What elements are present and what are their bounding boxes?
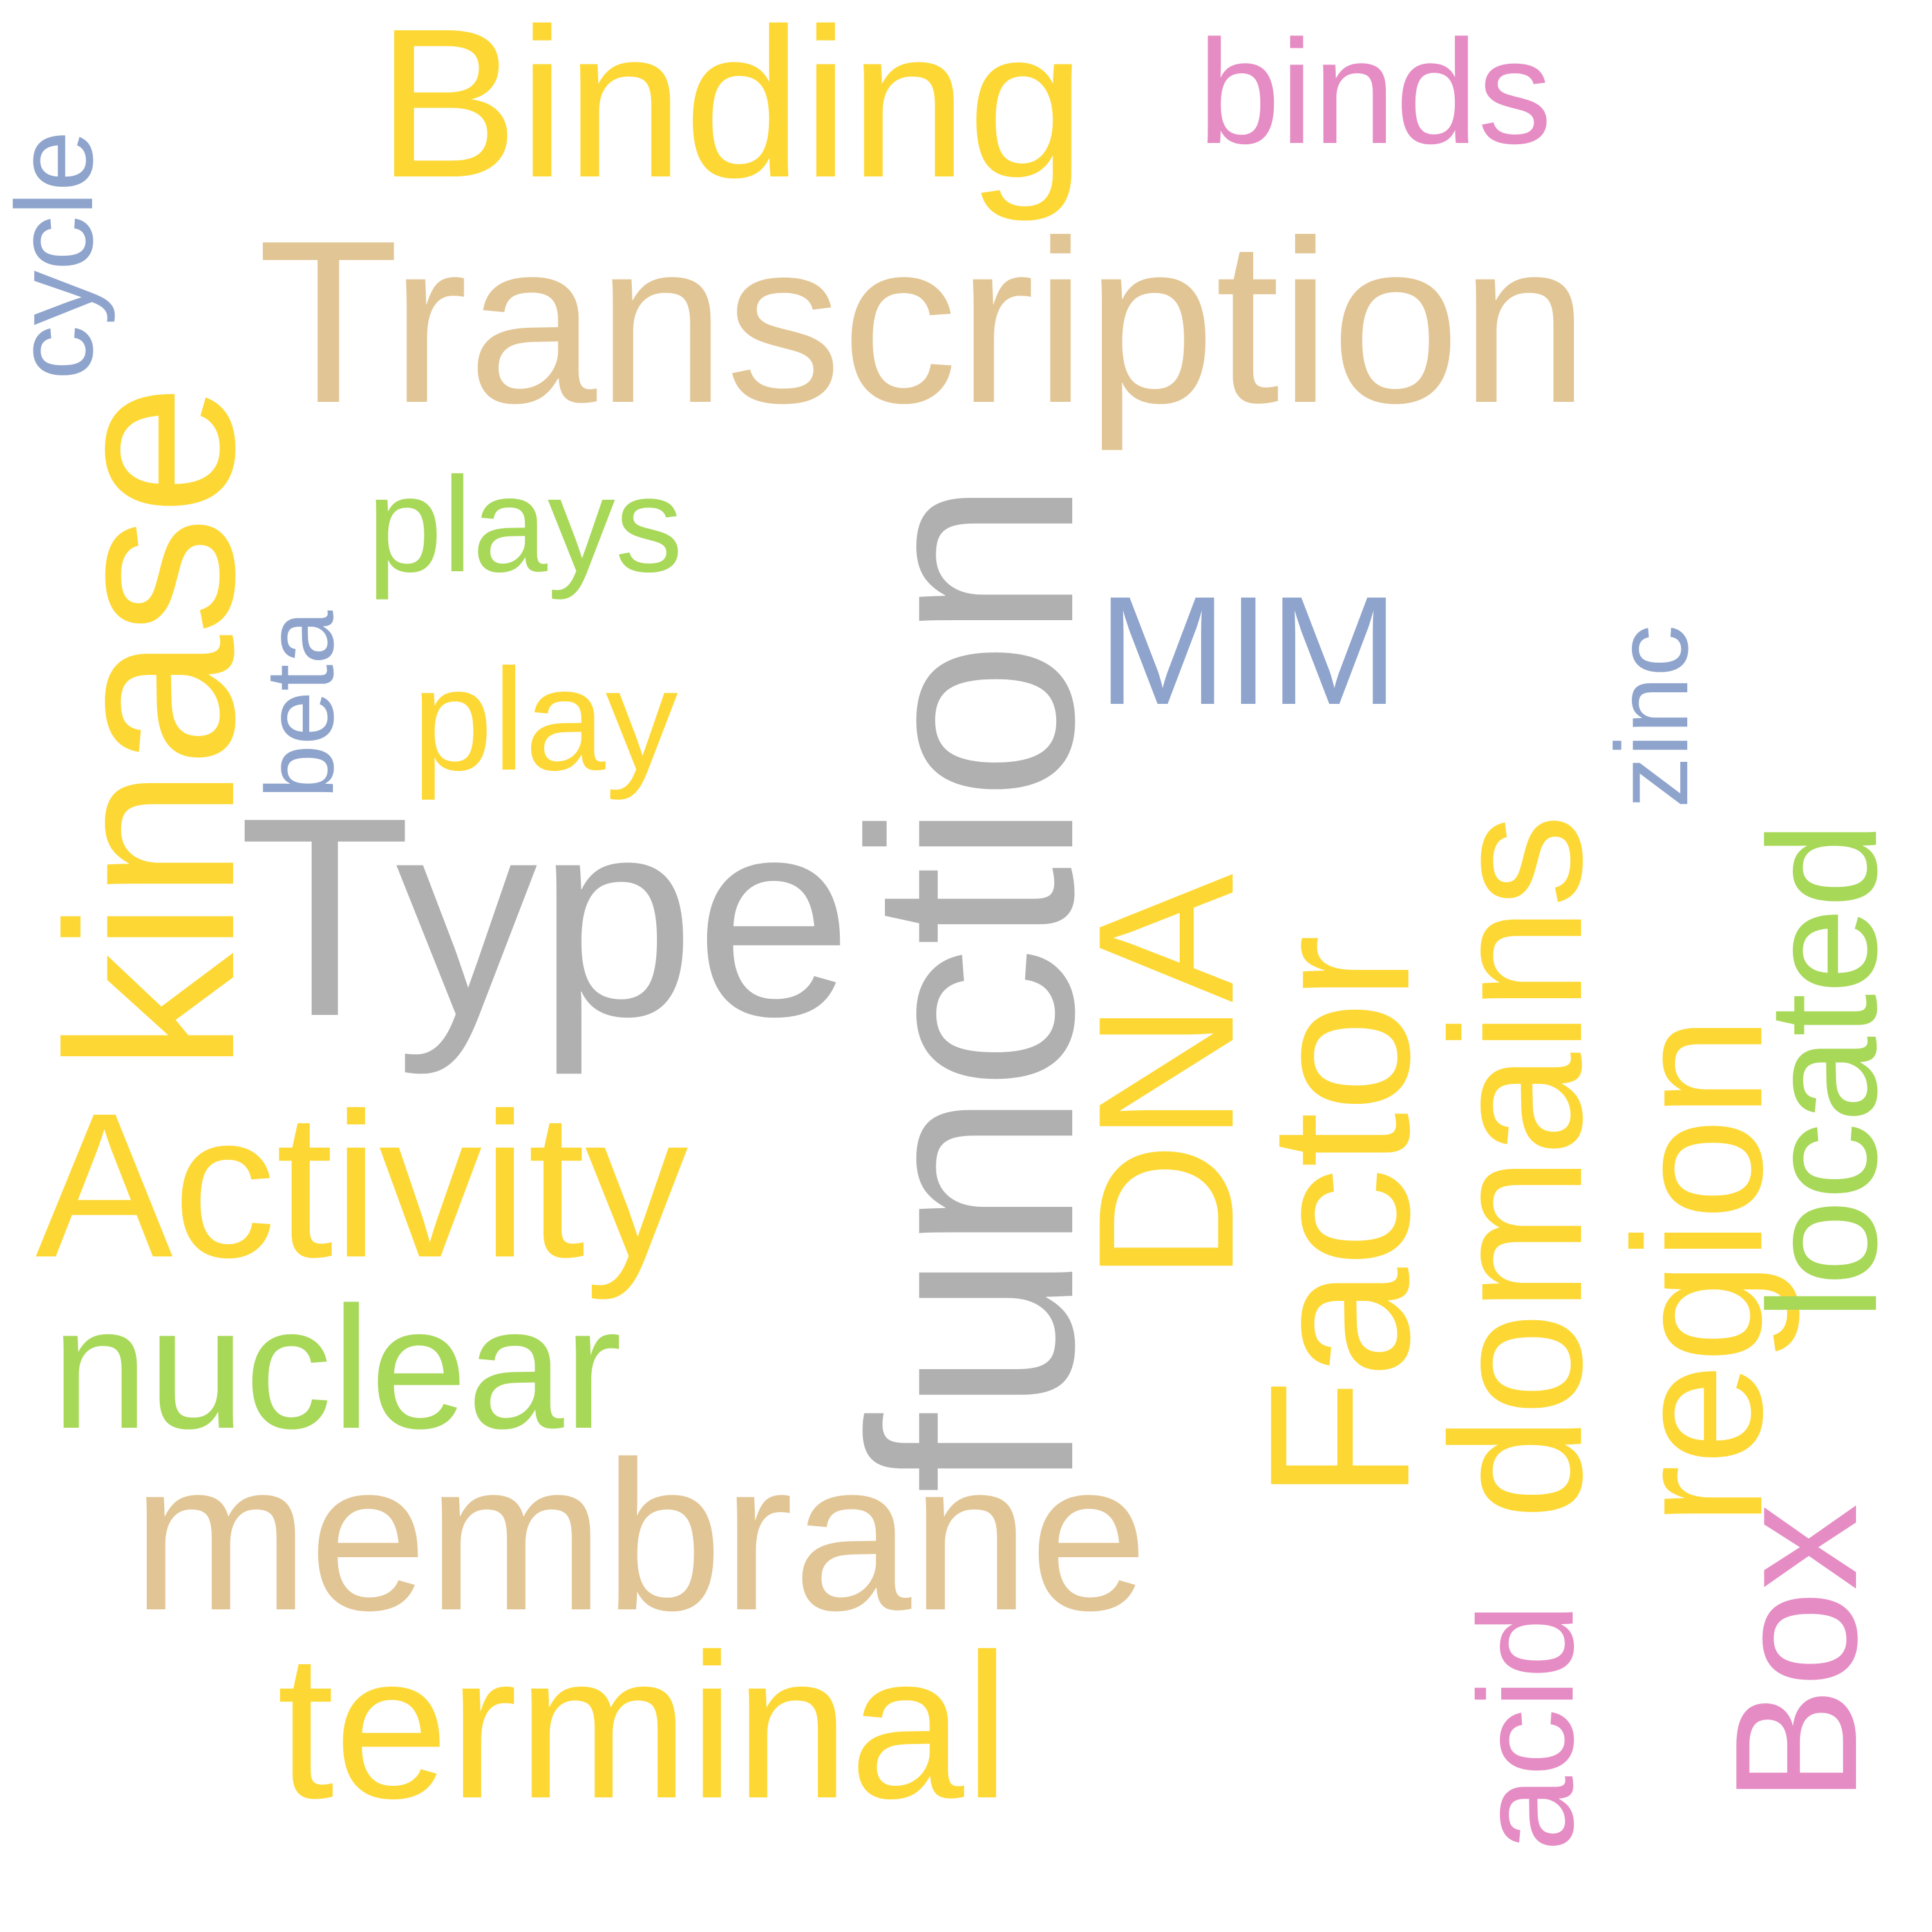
word-cycle: cycle	[0, 130, 116, 380]
word-membrane: membrane	[132, 1417, 1148, 1654]
word-play: play	[412, 638, 678, 800]
word-plays: plays	[367, 449, 683, 600]
word-type: Type	[238, 759, 853, 1075]
word-mim: MIM	[1098, 564, 1399, 737]
word-factor: Factor	[1227, 934, 1451, 1501]
word-domains: domains	[1412, 813, 1621, 1520]
word-transcription: Transcription	[258, 193, 1589, 451]
word-binds: binds	[1198, 9, 1552, 175]
word-box: Box	[1700, 1503, 1893, 1803]
word-terminal: terminal	[277, 1611, 1010, 1841]
word-kinase: kinase	[18, 383, 284, 1072]
word-activity: Activity	[35, 1070, 688, 1300]
word-acid: acid	[1450, 1603, 1602, 1852]
word-zinc: zinc	[1594, 625, 1709, 808]
word-located: located	[1736, 822, 1909, 1320]
word-nuclear: nuclear	[52, 1271, 622, 1465]
word-binding: Binding	[377, 0, 1086, 222]
